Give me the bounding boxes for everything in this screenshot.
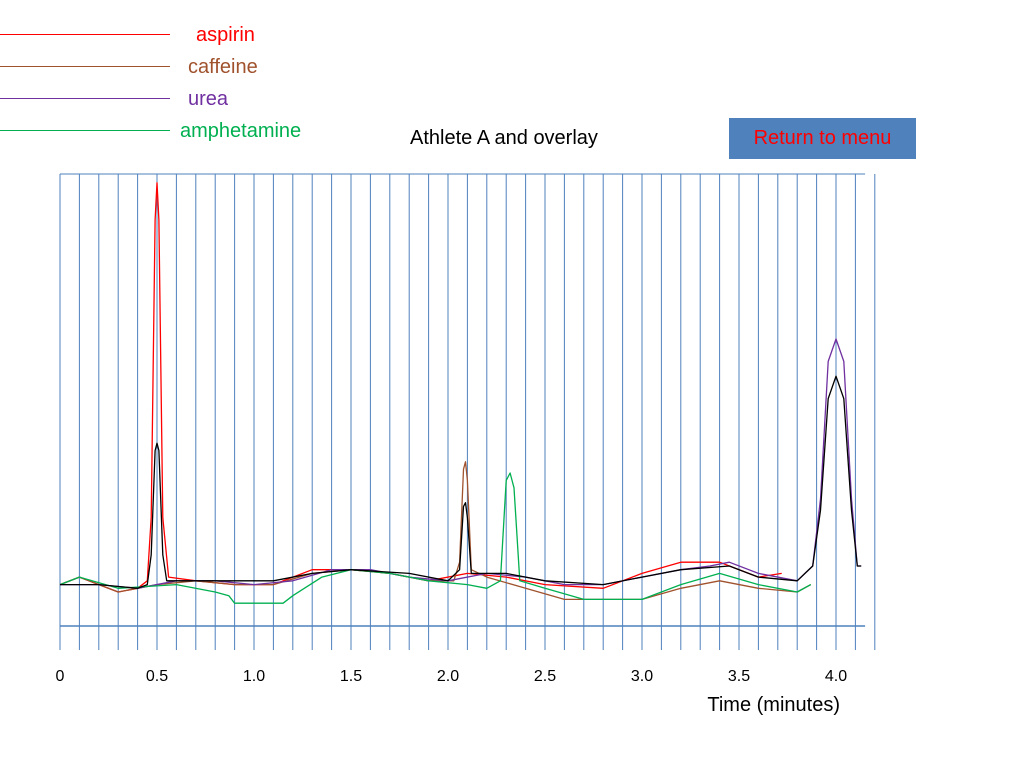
return-to-menu-button[interactable]: Return to menu xyxy=(729,118,916,159)
x-tick-label: 4.0 xyxy=(825,668,847,685)
x-tick-label: 2.0 xyxy=(437,668,459,685)
x-tick-label: 0.5 xyxy=(146,668,168,685)
legend-swatch xyxy=(0,34,170,35)
x-tick-labels: 0 0.5 1.0 1.5 2.0 2.5 3.0 3.5 4.0 xyxy=(56,668,848,685)
legend-swatch xyxy=(0,98,170,99)
x-tick-label: 3.0 xyxy=(631,668,653,685)
series-line-caffeine xyxy=(59,461,812,601)
x-tick-label: 0 xyxy=(56,668,65,685)
legend-label: amphetamine xyxy=(180,120,302,142)
x-axis-title: Time (minutes) xyxy=(707,694,840,716)
series-lines xyxy=(59,182,862,604)
series-line-aspirin xyxy=(59,182,782,593)
legend-label: caffeine xyxy=(188,56,258,78)
legend-label: aspirin xyxy=(196,24,255,46)
vertical-grid xyxy=(59,173,876,650)
legend-swatch xyxy=(0,66,170,67)
series-line-sample xyxy=(60,375,862,589)
legend-swatch xyxy=(0,130,170,131)
series-line-amphetamine xyxy=(59,472,812,604)
legend-label: urea xyxy=(188,88,229,110)
x-tick-label: 1.0 xyxy=(243,668,265,685)
chart-title: Athlete A and overlay xyxy=(410,127,598,149)
x-tick-label: 3.5 xyxy=(728,668,750,685)
x-tick-label: 2.5 xyxy=(534,668,556,685)
x-tick-label: 1.5 xyxy=(340,668,362,685)
